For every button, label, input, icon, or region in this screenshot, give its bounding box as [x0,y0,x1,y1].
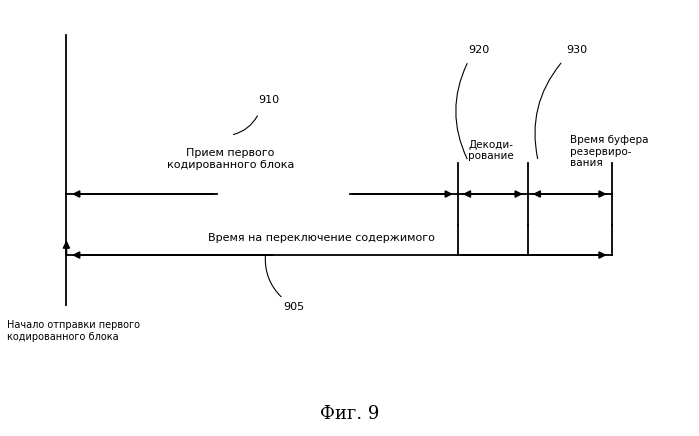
Text: Фиг. 9: Фиг. 9 [320,405,379,423]
Text: 905: 905 [283,303,304,312]
Text: 920: 920 [468,45,489,55]
Text: Время на переключение содержимого: Время на переключение содержимого [208,233,435,242]
Text: Время буфера
резервиро-
вания: Время буфера резервиро- вания [570,135,649,168]
Text: 910: 910 [259,95,280,105]
Text: Декоди-
рование: Декоди- рование [468,140,514,161]
Text: 930: 930 [566,45,587,55]
Text: Начало отправки первого
кодированного блока: Начало отправки первого кодированного бл… [7,320,140,342]
Text: Прием первого
кодированного блока: Прием первого кодированного блока [167,148,294,170]
